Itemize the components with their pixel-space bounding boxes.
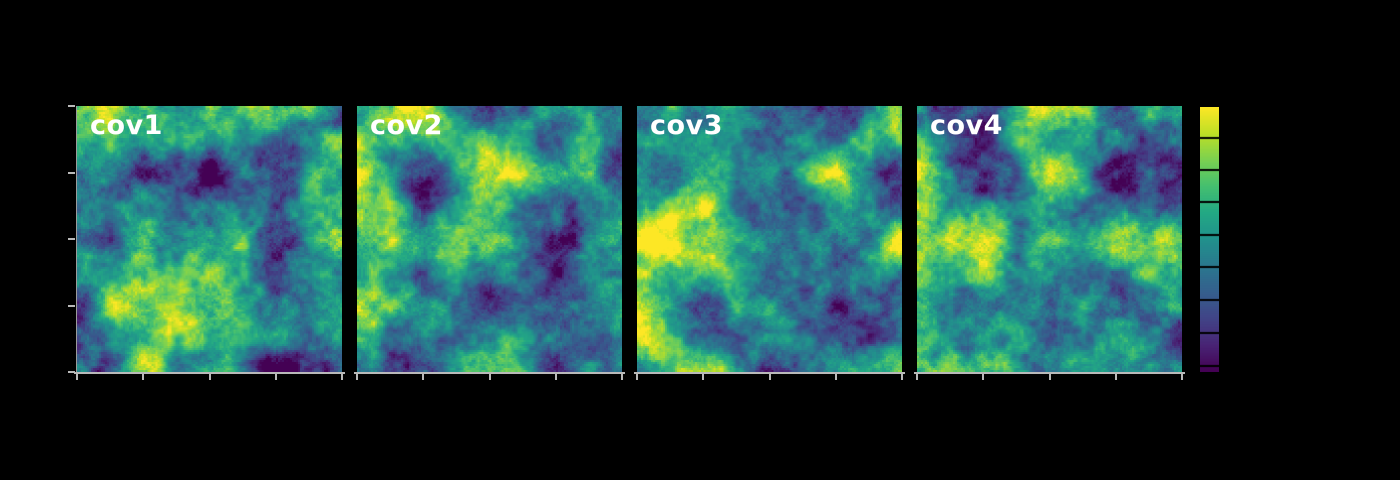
x-axis-tick <box>488 374 491 380</box>
x-axis-spine <box>914 372 1185 374</box>
y-axis-tick <box>68 371 75 373</box>
x-axis-tick <box>422 374 425 380</box>
heatmap-panel-cov2: cov2 <box>354 106 625 380</box>
x-axis-spine <box>74 372 345 374</box>
y-axis-tick <box>68 105 75 107</box>
heatmap-panel-cov4: cov4 <box>914 106 1185 380</box>
x-axis-tick <box>208 374 211 380</box>
x-axis-tick <box>1114 374 1117 380</box>
panel-label: cov2 <box>370 110 443 141</box>
x-axis-tick <box>341 374 343 380</box>
heatmap-image-cov3 <box>637 106 902 372</box>
heatmap-image-cov4 <box>917 106 1182 372</box>
x-axis-tick <box>554 374 557 380</box>
heatmap-panel-cov3: cov3 <box>634 106 905 380</box>
x-axis-tick <box>834 374 837 380</box>
x-axis-tick <box>901 374 903 380</box>
x-axis-tick <box>1181 374 1183 380</box>
panel-label: cov4 <box>930 110 1003 141</box>
y-axis-tick <box>68 171 75 174</box>
x-axis-tick <box>356 374 358 380</box>
x-axis-tick <box>76 374 78 380</box>
panel-label: cov1 <box>90 110 163 141</box>
x-axis-tick <box>768 374 771 380</box>
panel-label: cov3 <box>650 110 723 141</box>
heatmap-image-cov2 <box>357 106 622 372</box>
y-axis-spine <box>76 106 77 372</box>
x-axis-spine <box>354 372 625 374</box>
x-axis-spine <box>634 372 905 374</box>
y-axis-tick <box>68 304 75 307</box>
heatmap-panel-cov1: cov1 <box>68 105 345 380</box>
x-axis-tick <box>916 374 918 380</box>
y-axis-tick <box>68 238 75 240</box>
colorbar <box>1200 107 1219 372</box>
x-axis-tick <box>142 374 145 380</box>
x-axis-tick <box>274 374 277 380</box>
x-axis-tick <box>1048 374 1051 380</box>
x-axis-tick <box>636 374 638 380</box>
x-axis-tick <box>621 374 623 380</box>
x-axis-tick <box>702 374 705 380</box>
colorbar-gradient <box>1200 107 1219 372</box>
heatmap-image-cov1 <box>77 106 342 372</box>
x-axis-tick <box>982 374 985 380</box>
